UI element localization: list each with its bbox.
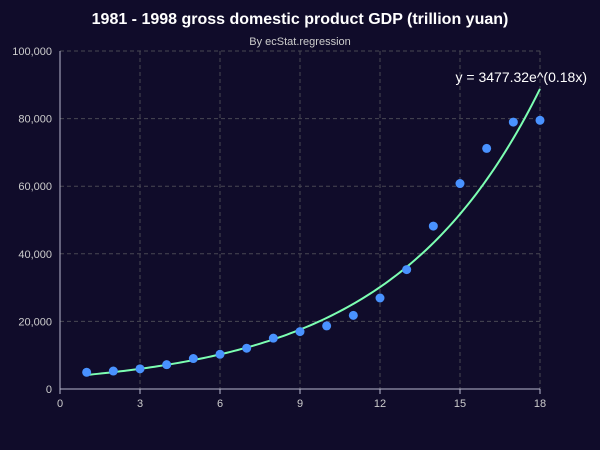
- y-tick-label: 0: [46, 384, 52, 396]
- regression-equation-label: y = 3477.32e^(0.18x): [456, 69, 588, 85]
- chart-title: 1981 - 1998 gross domestic product GDP (…: [92, 11, 509, 28]
- x-tick-label: 9: [297, 398, 303, 410]
- x-tick-label: 0: [57, 398, 63, 410]
- tick-labels: 0 20,000 40,000 60,000 80,000 100,000 0 3 6 9 12 15…: [12, 46, 546, 410]
- x-tick-label: 18: [534, 398, 546, 410]
- axes: [59, 51, 541, 394]
- x-tick-label: 6: [217, 398, 223, 410]
- scatter-point: [508, 117, 518, 127]
- x-tick-label: 15: [454, 398, 466, 410]
- scatter-point: [402, 265, 412, 275]
- scatter-point: [322, 321, 332, 331]
- scatter-point: [428, 221, 438, 231]
- y-tick-label: 40,000: [18, 249, 52, 261]
- y-tick-label: 20,000: [18, 316, 52, 328]
- x-tick-label: 12: [374, 398, 386, 410]
- scatter-point: [108, 366, 118, 376]
- scatter-point: [375, 293, 385, 303]
- x-tick-label: 3: [137, 398, 143, 410]
- scatter-point: [348, 310, 358, 320]
- y-tick-label: 80,000: [18, 114, 52, 126]
- scatter-point: [188, 354, 198, 364]
- scatter-point: [135, 364, 145, 374]
- scatter-point: [295, 327, 305, 337]
- scatter-point: [162, 360, 172, 370]
- scatter-point: [215, 349, 225, 359]
- scatter-point: [482, 143, 492, 153]
- scatter-point: [268, 333, 278, 343]
- regression-line-layer: [86, 88, 541, 376]
- scatter-point: [82, 367, 92, 377]
- scatter-point: [242, 343, 252, 353]
- y-tick-label: 60,000: [18, 181, 52, 193]
- y-tick-label: 100,000: [12, 46, 52, 58]
- regression-line: [86, 88, 541, 376]
- scatter-points: [82, 115, 545, 377]
- scatter-point: [455, 179, 465, 189]
- scatter-point: [535, 115, 545, 125]
- chart-subtitle: By ecStat.regression: [249, 36, 351, 48]
- grid: [60, 50, 541, 389]
